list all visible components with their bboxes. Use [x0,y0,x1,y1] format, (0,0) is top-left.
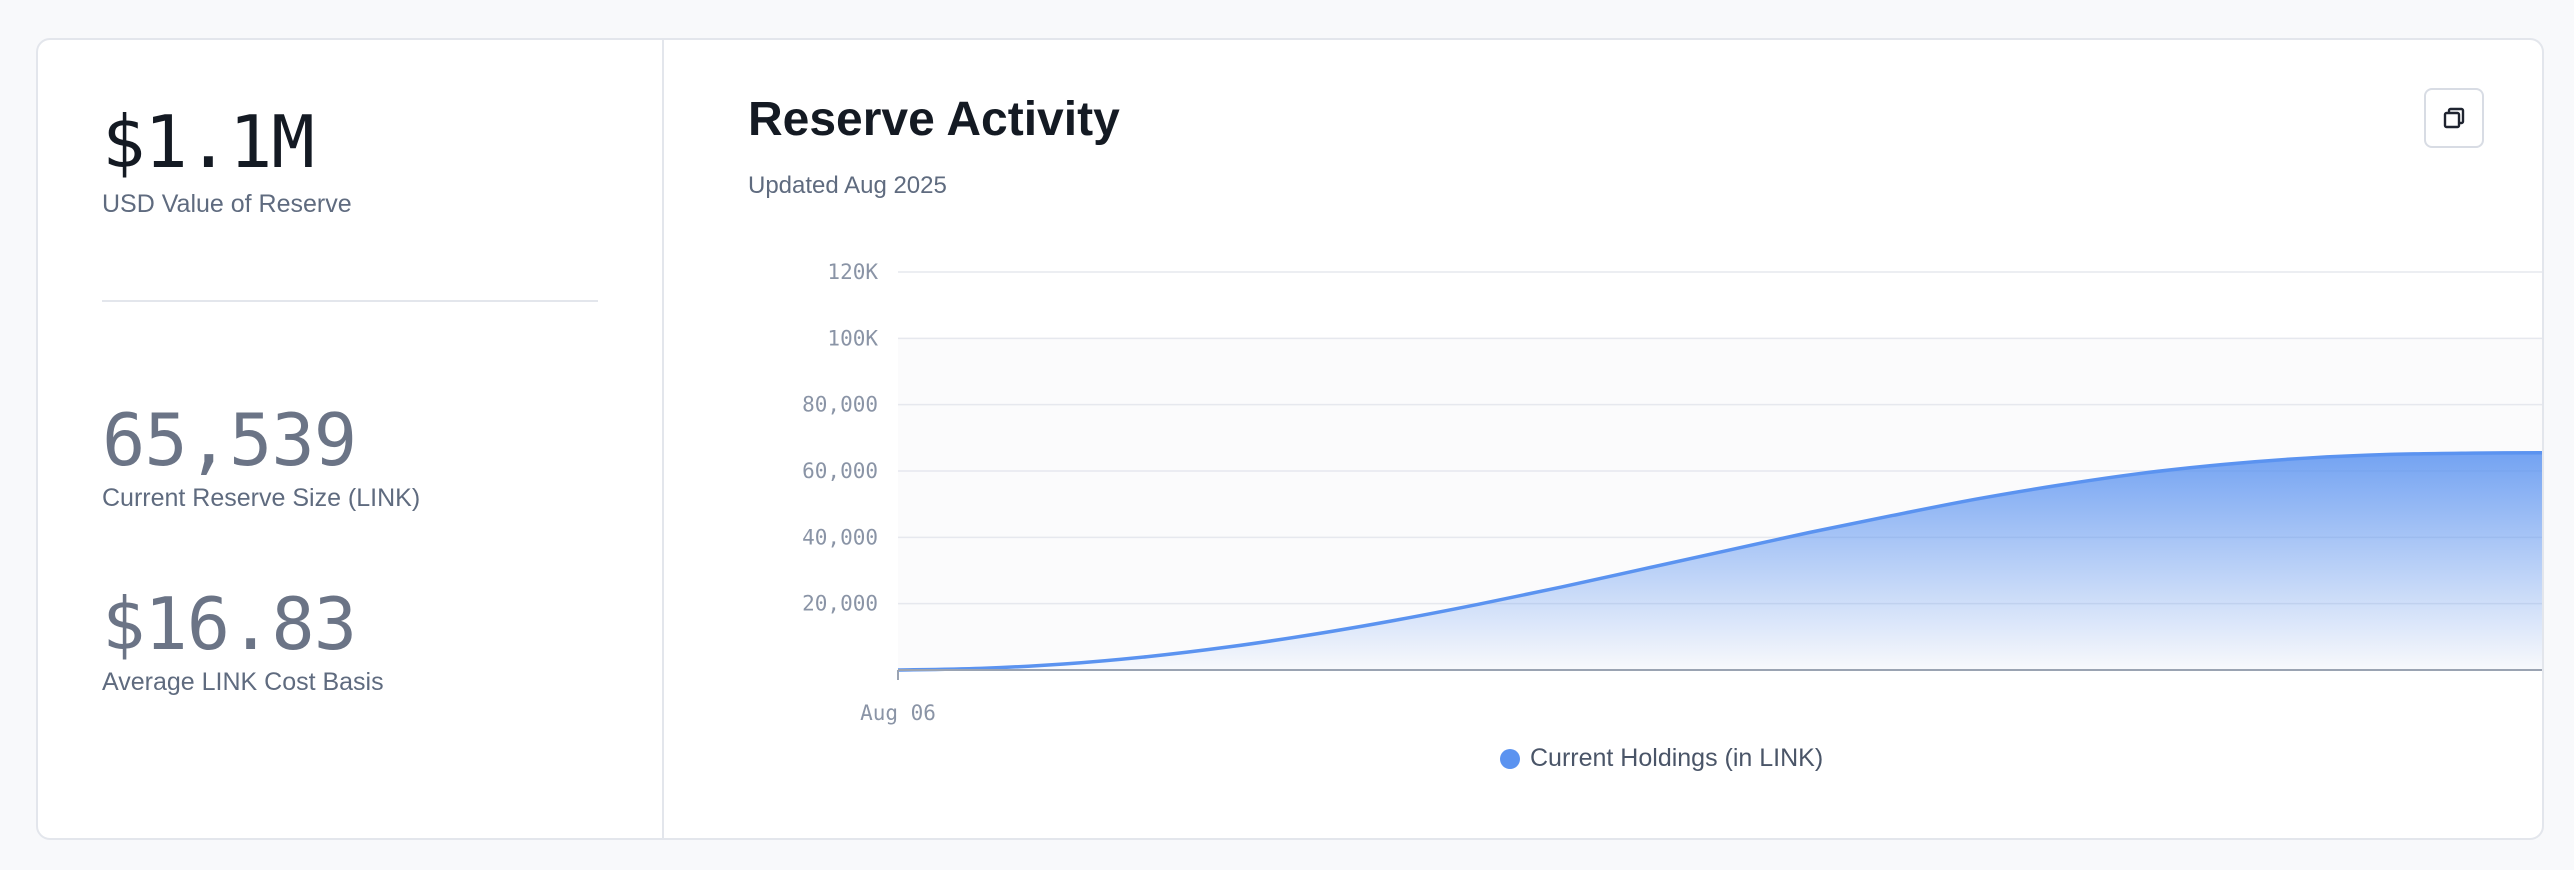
axes [897,669,2542,680]
cost-basis-label: Average LINK Cost Basis [102,668,384,696]
legend-swatch [1500,748,1520,769]
usd-value-stat: $1.1M [102,100,315,184]
y-tick-label: 100K [827,326,878,350]
reserve-card: $1.1M USD Value of Reserve 65,539 Curren… [36,38,2544,840]
holdings-line [897,450,2542,672]
chart-title: Reserve Activity [748,93,1120,146]
y-tick-label: 20,000 [802,592,878,616]
chart-legend[interactable]: Current Holdings (in LINK) [1500,744,1823,773]
reserve-area-chart: 20,000 40,000 60,000 80,000 100K 120K Aug 06 [802,260,2542,725]
tick-labels: 20,000 40,000 60,000 80,000 100K 120K Aug 06 [802,260,936,725]
y-tick-label: 60,000 [802,459,878,483]
chart-subtitle: Updated Aug 2025 [748,172,947,199]
x-tick-label: Aug 06 [860,701,936,725]
copy-button[interactable] [2424,88,2484,148]
y-tick-label: 40,000 [802,525,878,549]
usd-value-label: USD Value of Reserve [102,190,352,218]
y-tick-label: 80,000 [802,393,878,417]
holdings-area [898,452,2542,670]
reserve-stats-panel: $1.1M USD Value of Reserve 65,539 Curren… [38,40,664,838]
copy-icon [2443,107,2465,129]
reserve-size-stat: 65,539 [102,398,357,482]
reserve-activity-panel: Reserve Activity Updated Aug 2025 20,000… [664,40,2542,838]
y-tick-label: 120K [827,260,878,284]
stats-divider [102,300,598,302]
reserve-size-label: Current Reserve Size (LINK) [102,484,421,512]
legend-label: Current Holdings (in LINK) [1530,744,1824,772]
cost-basis-stat: $16.83 [102,582,357,666]
series-layer [897,450,2542,672]
